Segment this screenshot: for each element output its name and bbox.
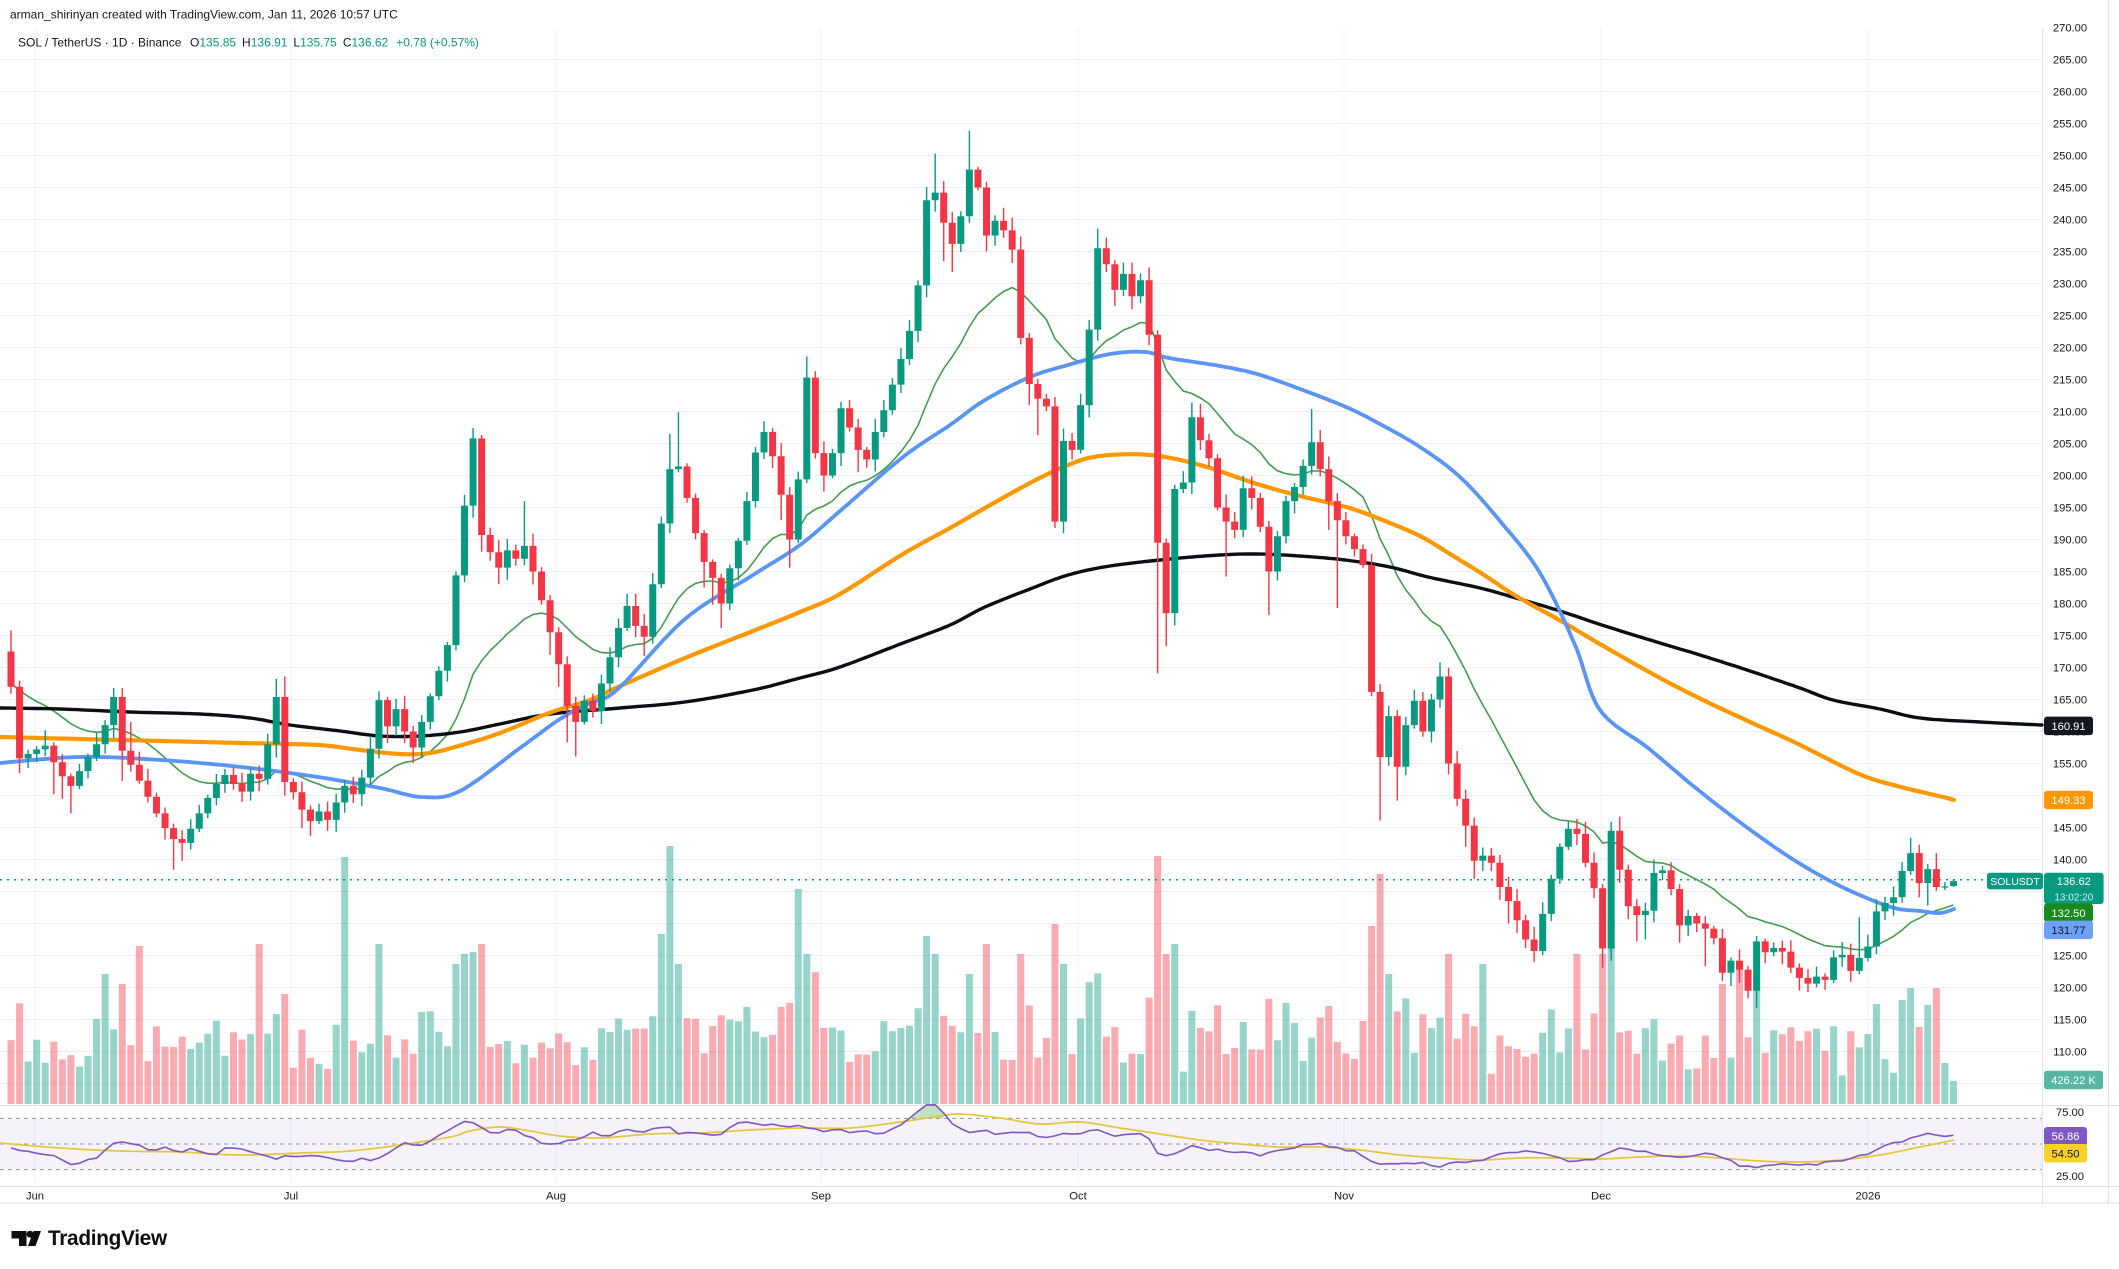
svg-text:75.00: 75.00	[2056, 1107, 2084, 1119]
svg-text:265.00: 265.00	[2053, 55, 2087, 67]
svg-text:54.50: 54.50	[2052, 1148, 2080, 1160]
svg-text:215.00: 215.00	[2053, 375, 2087, 387]
svg-text:220.00: 220.00	[2053, 343, 2087, 355]
svg-text:250.00: 250.00	[2053, 151, 2087, 163]
svg-text:132.50: 132.50	[2051, 908, 2085, 920]
svg-text:120.00: 120.00	[2053, 983, 2087, 995]
svg-text:210.00: 210.00	[2053, 407, 2087, 419]
svg-text:Jul: Jul	[284, 1191, 298, 1203]
svg-text:arman_shirinyan created with T: arman_shirinyan created with TradingView…	[10, 8, 398, 22]
svg-text:235.00: 235.00	[2053, 247, 2087, 259]
svg-text:2026: 2026	[1856, 1191, 1881, 1203]
svg-text:Sep: Sep	[811, 1191, 831, 1203]
svg-text:SOLUSDT: SOLUSDT	[1990, 876, 2040, 888]
svg-text:426.22 K: 426.22 K	[2051, 1075, 2096, 1087]
svg-text:205.00: 205.00	[2053, 439, 2087, 451]
svg-text:230.00: 230.00	[2053, 279, 2087, 291]
svg-text:190.00: 190.00	[2053, 535, 2087, 547]
svg-text:155.00: 155.00	[2053, 759, 2087, 771]
svg-text:170.00: 170.00	[2053, 663, 2087, 675]
svg-text:145.00: 145.00	[2053, 823, 2087, 835]
svg-text:56.86: 56.86	[2052, 1131, 2080, 1143]
svg-text:240.00: 240.00	[2053, 215, 2087, 227]
svg-text:125.00: 125.00	[2053, 951, 2087, 963]
svg-text:255.00: 255.00	[2053, 119, 2087, 131]
svg-text:195.00: 195.00	[2053, 503, 2087, 515]
svg-text:115.00: 115.00	[2053, 1015, 2086, 1027]
svg-text:Aug: Aug	[546, 1191, 566, 1203]
svg-text:149.33: 149.33	[2051, 795, 2085, 807]
svg-text:Nov: Nov	[1334, 1191, 1354, 1203]
svg-text:Dec: Dec	[1591, 1191, 1611, 1203]
svg-text:180.00: 180.00	[2053, 599, 2087, 611]
svg-text:270.00: 270.00	[2053, 23, 2087, 35]
svg-text:175.00: 175.00	[2053, 631, 2087, 643]
svg-text:136.62: 136.62	[2057, 876, 2091, 888]
svg-text:131.77: 131.77	[2051, 925, 2085, 937]
svg-text:160.91: 160.91	[2051, 721, 2085, 733]
svg-text:SOL / TetherUS · 1D · Binance: SOL / TetherUS · 1D · Binance	[18, 36, 182, 50]
svg-text:165.00: 165.00	[2053, 695, 2087, 707]
svg-text:245.00: 245.00	[2053, 183, 2087, 195]
svg-text:140.00: 140.00	[2053, 855, 2087, 867]
svg-text:200.00: 200.00	[2053, 471, 2087, 483]
svg-text:260.00: 260.00	[2053, 87, 2087, 99]
svg-text:185.00: 185.00	[2053, 567, 2087, 579]
svg-text:110.00: 110.00	[2053, 1047, 2086, 1059]
svg-text:TradingView: TradingView	[48, 1227, 168, 1250]
svg-text:Jun: Jun	[26, 1191, 44, 1203]
svg-text:25.00: 25.00	[2056, 1171, 2084, 1183]
svg-text:13:02:20: 13:02:20	[2054, 892, 2093, 903]
svg-text:225.00: 225.00	[2053, 311, 2087, 323]
svg-text:Oct: Oct	[1069, 1191, 1087, 1203]
